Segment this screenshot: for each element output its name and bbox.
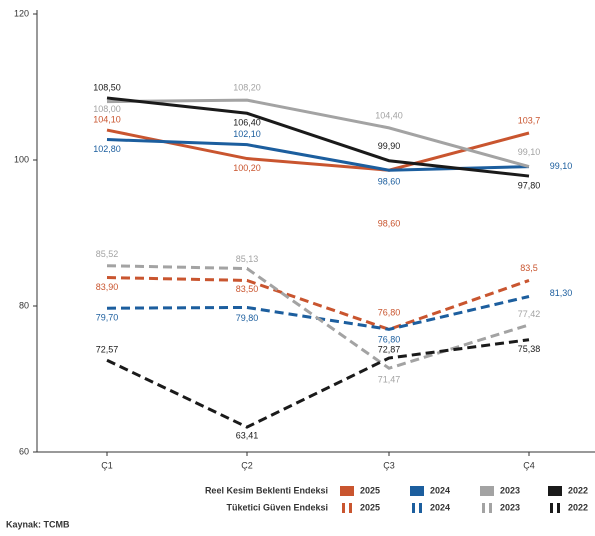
series-line [106, 98, 530, 169]
legend-swatch [419, 503, 422, 513]
data-label: 98,60 [378, 219, 401, 229]
data-label: 83,90 [96, 282, 119, 292]
data-label: 108,50 [93, 82, 121, 92]
legend-swatch [482, 503, 485, 513]
data-label: 102,80 [93, 144, 121, 154]
source: Kaynak: TCMB [6, 519, 70, 529]
legend-label: 2025 [360, 502, 380, 512]
legend-swatch [412, 503, 415, 513]
legend-swatch [410, 486, 424, 496]
data-label: 99,10 [550, 161, 573, 171]
y-tick-label: 120 [14, 8, 29, 18]
data-label: 72,57 [96, 345, 119, 355]
data-label: 99,90 [378, 141, 401, 151]
data-label: 106,40 [233, 118, 261, 128]
series-line [106, 128, 530, 172]
legend-swatch [342, 503, 345, 513]
data-label: 63,41 [236, 430, 259, 440]
legend-swatch [480, 486, 494, 496]
legend-swatch [340, 486, 354, 496]
data-label: 85,52 [96, 249, 119, 259]
data-label: 85,13 [236, 254, 259, 264]
data-label: 83,5 [520, 263, 538, 273]
data-label: 99,10 [518, 147, 541, 157]
legend-label: 2024 [430, 485, 450, 495]
series-line [106, 276, 530, 331]
data-label: 81,30 [550, 288, 573, 298]
data-label: 100,20 [233, 163, 261, 173]
data-label: 72,87 [378, 344, 401, 354]
series-line [106, 338, 530, 429]
data-label: 75,38 [518, 344, 541, 354]
legend-label: 2025 [360, 485, 380, 495]
x-tick-label: Ç1 [101, 460, 113, 470]
legend-label: 2023 [500, 502, 520, 512]
data-label: 71,47 [378, 375, 401, 385]
data-label: 103,7 [518, 115, 541, 125]
legend-swatch [349, 503, 352, 513]
legend-swatch [548, 486, 562, 496]
x-tick-label: Ç2 [241, 460, 253, 470]
data-label: 79,80 [236, 313, 259, 323]
y-tick-label: 100 [14, 154, 29, 164]
data-label: 102,10 [233, 129, 261, 139]
legend-label: 2022 [568, 485, 588, 495]
series-line [106, 96, 530, 178]
legend-label: 2022 [568, 502, 588, 512]
data-label: 83,50 [236, 284, 259, 294]
x-tick-label: Ç3 [383, 460, 395, 470]
x-tick-label: Ç4 [523, 460, 535, 470]
data-label: 98,60 [378, 177, 401, 187]
legend-label: 2024 [430, 502, 450, 512]
data-label: 79,70 [96, 313, 119, 323]
data-label: 108,00 [93, 104, 121, 114]
data-label: 97,80 [518, 180, 541, 190]
data-label: 76,80 [378, 335, 401, 345]
legend-group-label: Reel Kesim Beklenti Endeksi [205, 485, 328, 495]
legend-group-label: Tüketici Güven Endeksi [226, 502, 328, 512]
legend-swatch [489, 503, 492, 513]
legend-label: 2023 [500, 485, 520, 495]
data-label: 104,10 [93, 114, 121, 124]
series-line [106, 264, 530, 370]
y-tick-label: 60 [19, 446, 29, 456]
data-label: 104,40 [375, 110, 403, 120]
legend-swatch [557, 503, 560, 513]
y-tick-label: 80 [19, 300, 29, 310]
data-label: 108,20 [233, 83, 261, 93]
data-label: 77,42 [518, 309, 541, 319]
legend-swatch [550, 503, 553, 513]
data-label: 76,80 [378, 308, 401, 318]
